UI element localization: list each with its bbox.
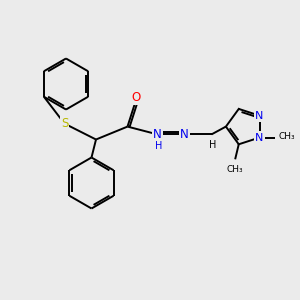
Text: CH₃: CH₃	[279, 132, 296, 141]
Text: CH₃: CH₃	[227, 165, 244, 174]
Text: O: O	[132, 91, 141, 104]
Text: N: N	[153, 128, 162, 141]
Text: N: N	[255, 133, 264, 142]
Text: H: H	[155, 141, 163, 151]
Text: S: S	[61, 117, 68, 130]
Text: N: N	[180, 128, 189, 141]
Text: N: N	[255, 111, 264, 121]
Text: H: H	[209, 140, 217, 150]
